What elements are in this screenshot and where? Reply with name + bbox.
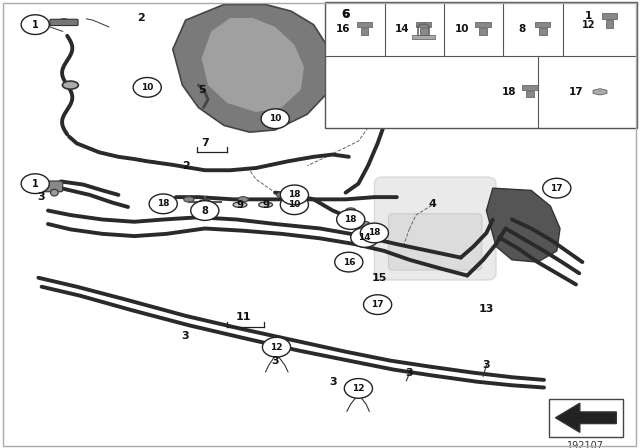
Circle shape [337, 210, 365, 229]
Circle shape [351, 228, 379, 247]
Ellipse shape [358, 74, 410, 114]
Ellipse shape [184, 197, 194, 202]
Text: 10: 10 [141, 83, 154, 92]
FancyBboxPatch shape [526, 90, 534, 97]
Text: 5: 5 [198, 85, 205, 95]
Text: 13: 13 [479, 304, 494, 314]
Text: 11: 11 [236, 312, 251, 322]
Circle shape [543, 178, 571, 198]
Text: 17: 17 [550, 184, 563, 193]
Ellipse shape [360, 221, 370, 227]
Text: 1: 1 [585, 11, 592, 21]
Text: 15: 15 [371, 273, 387, 283]
Text: 17: 17 [568, 87, 583, 97]
FancyBboxPatch shape [361, 28, 369, 34]
Ellipse shape [342, 63, 426, 125]
Polygon shape [202, 18, 304, 112]
Polygon shape [486, 188, 560, 262]
Polygon shape [556, 403, 616, 432]
FancyBboxPatch shape [50, 19, 78, 26]
Text: 192107: 192107 [568, 441, 604, 448]
Text: 14: 14 [358, 233, 371, 242]
Text: 2: 2 [182, 161, 189, 171]
Polygon shape [173, 4, 333, 132]
Text: 18: 18 [157, 199, 170, 208]
FancyBboxPatch shape [357, 22, 372, 27]
Ellipse shape [198, 200, 212, 208]
Text: 3: 3 [329, 377, 337, 387]
FancyBboxPatch shape [369, 111, 412, 125]
Text: 9: 9 [236, 200, 244, 210]
Text: 1: 1 [32, 179, 38, 189]
Text: 1: 1 [32, 20, 38, 30]
FancyBboxPatch shape [479, 28, 487, 34]
Text: 3: 3 [406, 368, 413, 378]
FancyBboxPatch shape [549, 399, 623, 437]
Circle shape [364, 295, 392, 314]
Circle shape [261, 109, 289, 129]
Text: 2: 2 [137, 13, 145, 23]
Ellipse shape [51, 189, 58, 196]
Text: 18: 18 [288, 190, 301, 199]
FancyBboxPatch shape [388, 214, 482, 270]
Circle shape [21, 15, 49, 34]
Circle shape [191, 201, 219, 220]
Circle shape [133, 78, 161, 97]
Text: 8: 8 [202, 206, 208, 215]
FancyBboxPatch shape [40, 181, 63, 192]
FancyBboxPatch shape [412, 35, 435, 39]
FancyBboxPatch shape [325, 2, 637, 128]
Text: 16: 16 [342, 258, 355, 267]
Text: 4: 4 [428, 199, 436, 209]
Text: 8: 8 [518, 24, 525, 34]
Circle shape [280, 185, 308, 205]
Circle shape [262, 337, 291, 357]
Ellipse shape [238, 197, 248, 202]
Polygon shape [593, 89, 607, 95]
FancyBboxPatch shape [539, 28, 547, 34]
Circle shape [21, 174, 49, 194]
Text: 10: 10 [288, 200, 301, 209]
Text: 17: 17 [371, 300, 384, 309]
Text: 3: 3 [271, 356, 279, 366]
FancyBboxPatch shape [420, 28, 428, 34]
Ellipse shape [137, 85, 151, 90]
Circle shape [280, 195, 308, 215]
Ellipse shape [60, 19, 69, 23]
Text: 9: 9 [262, 200, 269, 210]
FancyBboxPatch shape [374, 177, 496, 280]
Text: 7: 7 [201, 138, 209, 148]
Text: 10: 10 [454, 24, 469, 34]
Ellipse shape [346, 208, 356, 213]
FancyBboxPatch shape [416, 22, 431, 27]
Text: 12: 12 [582, 20, 595, 30]
FancyBboxPatch shape [605, 20, 614, 28]
Text: 18: 18 [502, 87, 516, 97]
Ellipse shape [276, 192, 287, 198]
Text: 12: 12 [270, 343, 283, 352]
Text: 10: 10 [269, 114, 282, 123]
FancyBboxPatch shape [535, 22, 550, 27]
Text: 6: 6 [342, 9, 349, 19]
Circle shape [360, 223, 388, 243]
Ellipse shape [63, 81, 79, 89]
Text: 3: 3 [38, 192, 45, 202]
Text: 16: 16 [336, 24, 351, 34]
Text: 3: 3 [483, 360, 490, 370]
Text: 18: 18 [344, 215, 357, 224]
FancyBboxPatch shape [602, 13, 617, 19]
Text: 18: 18 [368, 228, 381, 237]
Circle shape [335, 252, 363, 272]
Text: 14: 14 [396, 24, 410, 34]
FancyBboxPatch shape [476, 22, 491, 27]
FancyBboxPatch shape [522, 85, 538, 90]
Text: 6: 6 [341, 8, 350, 21]
Ellipse shape [233, 202, 247, 207]
Circle shape [149, 194, 177, 214]
Text: 3: 3 [182, 331, 189, 341]
Ellipse shape [268, 114, 282, 119]
Text: 12: 12 [352, 384, 365, 393]
Ellipse shape [259, 202, 273, 207]
Circle shape [344, 379, 372, 398]
